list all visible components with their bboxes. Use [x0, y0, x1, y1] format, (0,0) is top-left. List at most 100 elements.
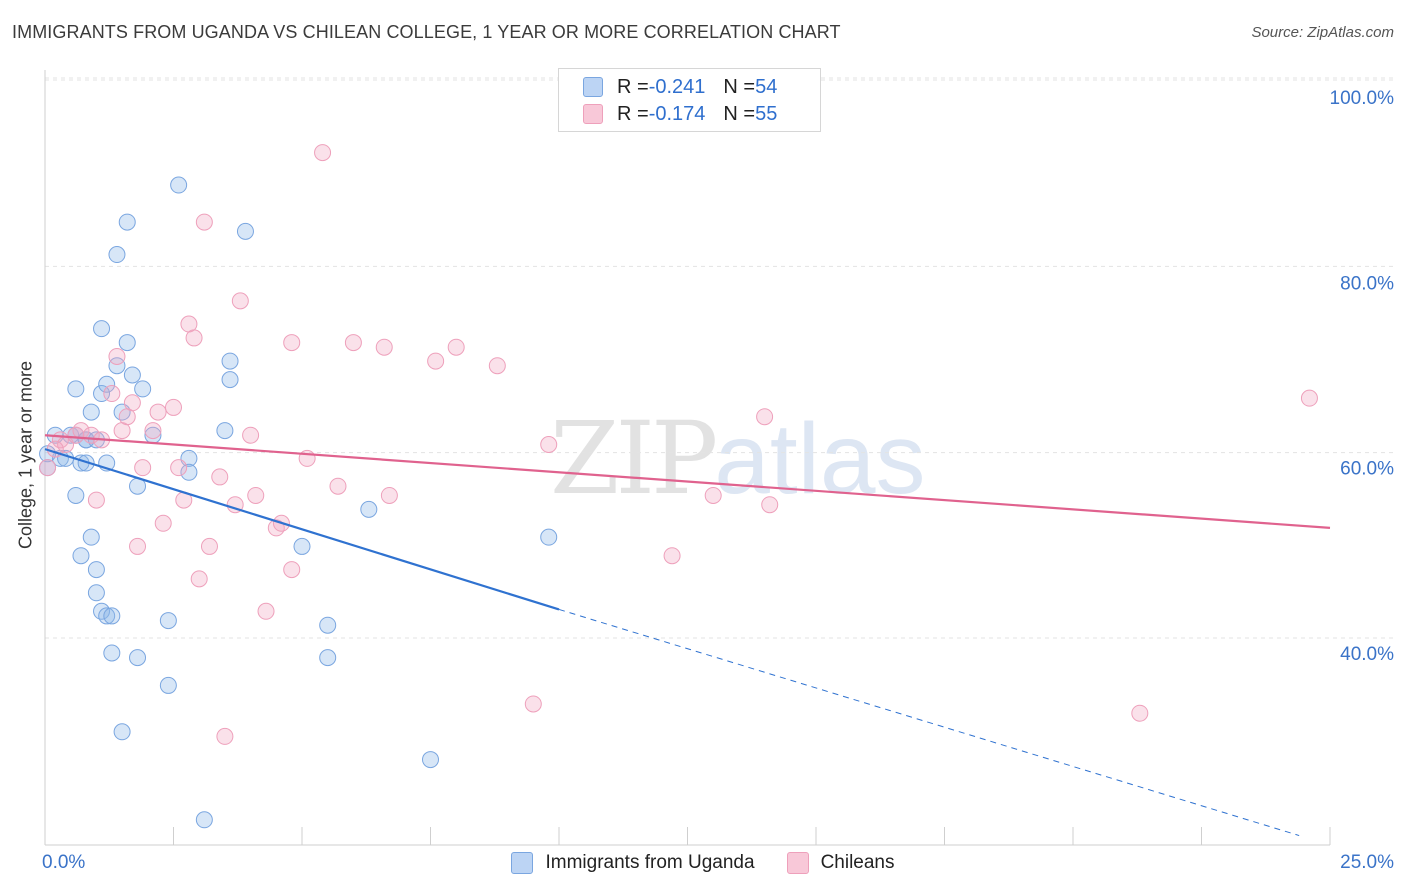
chilean-point — [704, 486, 722, 504]
legend-r-label: R = — [617, 75, 649, 98]
uganda-point — [93, 602, 111, 620]
series-legend: Immigrants from Uganda Chileans — [0, 852, 1406, 874]
chilean-point — [87, 491, 105, 509]
uganda-point — [108, 357, 126, 375]
chilean-trend-line — [44, 434, 1331, 529]
uganda-point — [93, 385, 111, 403]
chilean-point — [149, 403, 167, 421]
uganda-point — [118, 213, 136, 231]
series-legend-chileans: Chileans — [786, 852, 895, 874]
source-label: Source: ZipAtlas.com — [1251, 24, 1394, 41]
uganda-point — [87, 584, 105, 602]
uganda-point — [216, 422, 234, 440]
chilean-point — [427, 352, 445, 370]
uganda-point — [113, 723, 131, 741]
chilean-point — [123, 394, 141, 412]
uganda-point — [221, 352, 239, 370]
uganda-point — [62, 426, 80, 444]
uganda-point — [103, 607, 121, 625]
chilean-point — [756, 408, 774, 426]
y-tick-label: 100.0% — [1330, 88, 1395, 109]
uganda-point — [360, 500, 378, 518]
uganda-point — [103, 644, 121, 662]
chilean-point — [67, 426, 85, 444]
uganda-point — [293, 537, 311, 555]
uganda-point — [87, 561, 105, 579]
chilean-point — [380, 486, 398, 504]
chilean-point — [242, 426, 260, 444]
uganda-point — [319, 649, 337, 667]
uganda-point — [108, 246, 126, 264]
chilean-point — [185, 329, 203, 347]
uganda-point — [221, 371, 239, 389]
uganda-point — [98, 607, 116, 625]
uganda-trend-extension — [558, 608, 1300, 837]
uganda-point — [67, 380, 85, 398]
uganda-point — [98, 375, 116, 393]
uganda-point — [236, 222, 254, 240]
chilean-point — [200, 537, 218, 555]
uganda-point — [82, 528, 100, 546]
legend-n-value: 55 — [755, 102, 778, 125]
chilean-point — [170, 459, 188, 477]
chilean-point — [39, 459, 57, 477]
chilean-point — [283, 561, 301, 579]
y-axis-label: College, 1 year or more — [15, 360, 36, 550]
chilean-point — [134, 459, 152, 477]
uganda-point — [159, 612, 177, 630]
uganda-point — [134, 380, 152, 398]
y-tick-label: 60.0% — [1340, 459, 1394, 480]
chilean-point — [144, 422, 162, 440]
uganda-point — [540, 528, 558, 546]
chilean-point — [1300, 389, 1318, 407]
uganda-point — [82, 403, 100, 421]
chilean-point — [375, 338, 393, 356]
chilean-point — [247, 486, 265, 504]
uganda-point — [319, 616, 337, 634]
legend-n-value: 54 — [755, 75, 778, 98]
legend-swatch-chileans — [583, 104, 603, 124]
chilean-point — [190, 570, 208, 588]
uganda-point — [123, 366, 141, 384]
series-swatch-chileans — [786, 852, 809, 874]
legend-row-uganda: R = -0.241 N = 54 — [583, 74, 777, 100]
chilean-point — [344, 334, 362, 352]
uganda-point — [180, 463, 198, 481]
uganda-point — [422, 751, 439, 769]
uganda-point — [93, 320, 111, 338]
series-legend-uganda: Immigrants from Uganda — [511, 852, 755, 874]
chilean-point — [257, 602, 275, 620]
correlation-legend: R = -0.241 N = 54 R = -0.174 N = 55 — [558, 68, 821, 132]
chilean-point — [103, 385, 121, 403]
chilean-point — [216, 727, 234, 745]
chilean-point — [488, 357, 506, 375]
chilean-point — [129, 537, 147, 555]
uganda-trend-line — [44, 448, 560, 611]
chilean-point — [165, 398, 182, 416]
chilean-point — [154, 514, 172, 532]
chart-title: IMMIGRANTS FROM UGANDA VS CHILEAN COLLEG… — [12, 22, 841, 42]
uganda-point — [159, 676, 177, 694]
chilean-point — [1131, 704, 1149, 722]
uganda-point — [67, 486, 85, 504]
chilean-point — [663, 547, 681, 565]
chilean-point — [447, 338, 465, 356]
chilean-point — [108, 347, 126, 365]
legend-row-chileans: R = -0.174 N = 55 — [583, 101, 777, 127]
legend-n-label: N = — [723, 75, 756, 98]
x-tick-label-min: 0.0% — [42, 852, 86, 873]
chilean-point — [329, 477, 347, 495]
legend-n-label: N = — [723, 102, 756, 125]
chilean-point — [540, 436, 558, 453]
uganda-point — [170, 176, 188, 194]
y-tick-label: 80.0% — [1340, 273, 1394, 294]
series-swatch-uganda — [511, 852, 534, 874]
y-tick-label: 40.0% — [1340, 644, 1394, 665]
chilean-point — [761, 496, 779, 514]
legend-r-value: -0.174 — [648, 102, 706, 125]
chilean-point — [283, 334, 301, 352]
chilean-point — [211, 468, 229, 486]
legend-r-value: -0.241 — [648, 75, 706, 98]
legend-swatch-uganda — [583, 77, 603, 97]
